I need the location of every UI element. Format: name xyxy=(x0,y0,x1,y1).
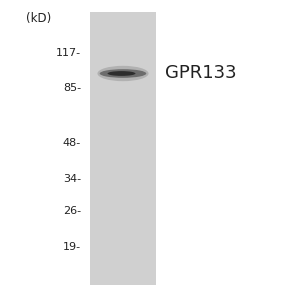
Text: 48-: 48- xyxy=(63,137,81,148)
Ellipse shape xyxy=(107,71,136,76)
Text: 34-: 34- xyxy=(63,173,81,184)
Ellipse shape xyxy=(100,69,146,78)
Bar xyxy=(90,12,156,285)
Text: GPR133: GPR133 xyxy=(165,64,237,82)
Text: 85-: 85- xyxy=(63,83,81,94)
Text: (kD): (kD) xyxy=(26,12,52,25)
Text: 117-: 117- xyxy=(56,47,81,58)
Ellipse shape xyxy=(98,66,148,81)
Text: 26-: 26- xyxy=(63,206,81,217)
Text: 19-: 19- xyxy=(63,242,81,253)
